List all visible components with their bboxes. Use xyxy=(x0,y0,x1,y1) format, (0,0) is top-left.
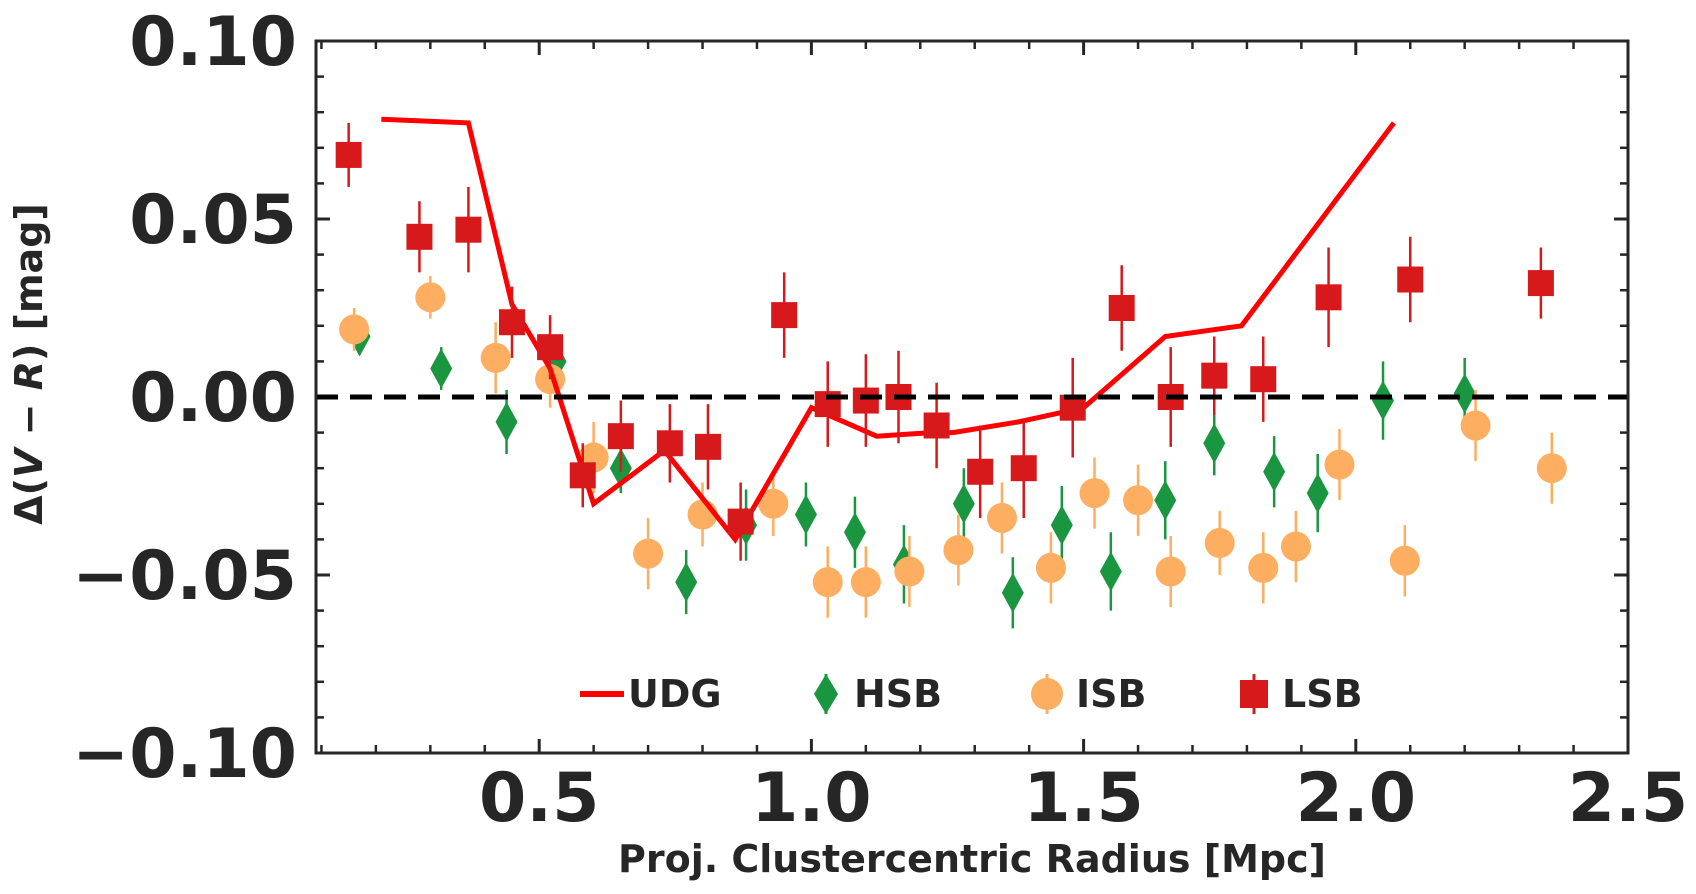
isb-point xyxy=(1460,410,1491,441)
x-tick-label: 0.5 xyxy=(479,759,599,838)
legend-hsb-label: HSB xyxy=(854,672,942,716)
lsb-point xyxy=(1201,362,1228,389)
lsb-point xyxy=(923,412,950,439)
lsb-point xyxy=(498,309,525,336)
hsb-point xyxy=(675,562,698,603)
x-tick-label: 2.5 xyxy=(1568,759,1688,838)
y-axis-label-prefix: Δ( xyxy=(7,478,51,525)
lsb-point xyxy=(967,458,994,485)
isb-point xyxy=(633,538,664,569)
isb-series xyxy=(339,275,1567,618)
lsb-point xyxy=(455,216,482,243)
lsb-point xyxy=(1108,295,1135,321)
isb-point xyxy=(1389,545,1420,576)
hsb-point xyxy=(1099,551,1122,592)
legend-udg-label: UDG xyxy=(628,672,722,716)
x-tick-label: 2.0 xyxy=(1296,759,1416,838)
y-tick-label: 0.05 xyxy=(129,181,297,260)
lsb-point xyxy=(1010,455,1037,482)
lsb-point xyxy=(335,141,362,168)
legend-lsb-label: LSB xyxy=(1282,672,1363,716)
x-tick-labels: 0.5 1.0 1.5 2.0 2.5 xyxy=(479,759,1688,838)
hsb-point xyxy=(1203,423,1226,464)
lsb-point xyxy=(852,387,879,414)
isb-point xyxy=(812,567,843,598)
isb-point xyxy=(943,535,974,566)
y-tick-label: −0.05 xyxy=(72,537,297,616)
hsb-point xyxy=(430,348,453,389)
hsb-point xyxy=(1453,373,1476,414)
legend-lsb-marker xyxy=(1240,680,1268,708)
y-axis-label-var-v: V xyxy=(7,446,51,478)
legend-isb-marker xyxy=(1031,678,1063,710)
lsb-point xyxy=(694,433,721,460)
lsb-series xyxy=(335,122,1554,561)
legend: UDG HSB ISB LSB xyxy=(580,672,1363,716)
x-tick-label: 1.5 xyxy=(1023,759,1143,838)
plot-frame xyxy=(314,39,1630,755)
lsb-point xyxy=(771,302,798,329)
hsb-point xyxy=(495,401,518,442)
legend-isb-label: ISB xyxy=(1076,672,1146,716)
legend-entry-lsb: LSB xyxy=(1240,672,1363,716)
hsb-point xyxy=(1306,473,1329,514)
hsb-point xyxy=(794,494,817,535)
hsb-point xyxy=(843,512,866,553)
isb-point xyxy=(850,567,881,598)
isb-point xyxy=(1123,485,1154,516)
y-axis-label: Δ(V − R) [mag] xyxy=(7,203,51,525)
lsb-point xyxy=(1315,284,1342,311)
isb-point xyxy=(1248,552,1279,583)
legend-entry-hsb: HSB xyxy=(814,672,942,716)
lsb-point xyxy=(1250,366,1277,393)
lsb-point xyxy=(569,462,596,489)
legend-hsb-marker xyxy=(814,674,838,714)
legend-entry-udg: UDG xyxy=(580,672,722,716)
isb-point xyxy=(339,314,370,345)
isb-point xyxy=(480,342,511,373)
y-tick-label: 0.00 xyxy=(129,359,297,438)
isb-point xyxy=(986,503,1017,534)
x-tick-label: 1.0 xyxy=(751,759,871,838)
y-axis-label-minus: − xyxy=(7,390,51,448)
lsb-point xyxy=(406,223,433,250)
plot-content xyxy=(335,116,1567,629)
y-tick-labels: 0.10 0.05 0.00 −0.05 −0.10 xyxy=(72,3,297,794)
hsb-point xyxy=(1263,451,1286,492)
lsb-point xyxy=(727,508,754,535)
isb-point xyxy=(1035,552,1066,583)
isb-point xyxy=(1280,531,1311,562)
lsb-point xyxy=(656,430,683,457)
y-axis-label-var-r: R xyxy=(7,361,51,390)
hsb-point xyxy=(1372,380,1395,421)
y-tick-label: 0.10 xyxy=(129,3,297,82)
lsb-point xyxy=(1527,270,1554,297)
hsb-point xyxy=(1001,572,1024,613)
hsb-point xyxy=(952,483,975,524)
isb-point xyxy=(1324,449,1355,480)
lsb-point xyxy=(607,423,634,450)
lsb-point xyxy=(537,334,564,361)
hsb-point xyxy=(1154,480,1177,521)
hsb-point xyxy=(1050,505,1073,546)
isb-point xyxy=(758,488,789,519)
isb-point xyxy=(1204,527,1235,558)
lsb-point xyxy=(1397,266,1424,293)
y-tick-label: −0.10 xyxy=(72,715,297,794)
isb-point xyxy=(1079,478,1110,509)
isb-point xyxy=(1155,556,1186,587)
isb-point xyxy=(415,282,446,313)
y-axis-label-unit: ) [mag] xyxy=(7,203,51,361)
isb-point xyxy=(894,556,925,587)
legend-entry-isb: ISB xyxy=(1031,672,1146,716)
isb-point xyxy=(1536,453,1567,484)
x-axis-label: Proj. Clustercentric Radius [Mpc] xyxy=(618,837,1326,881)
